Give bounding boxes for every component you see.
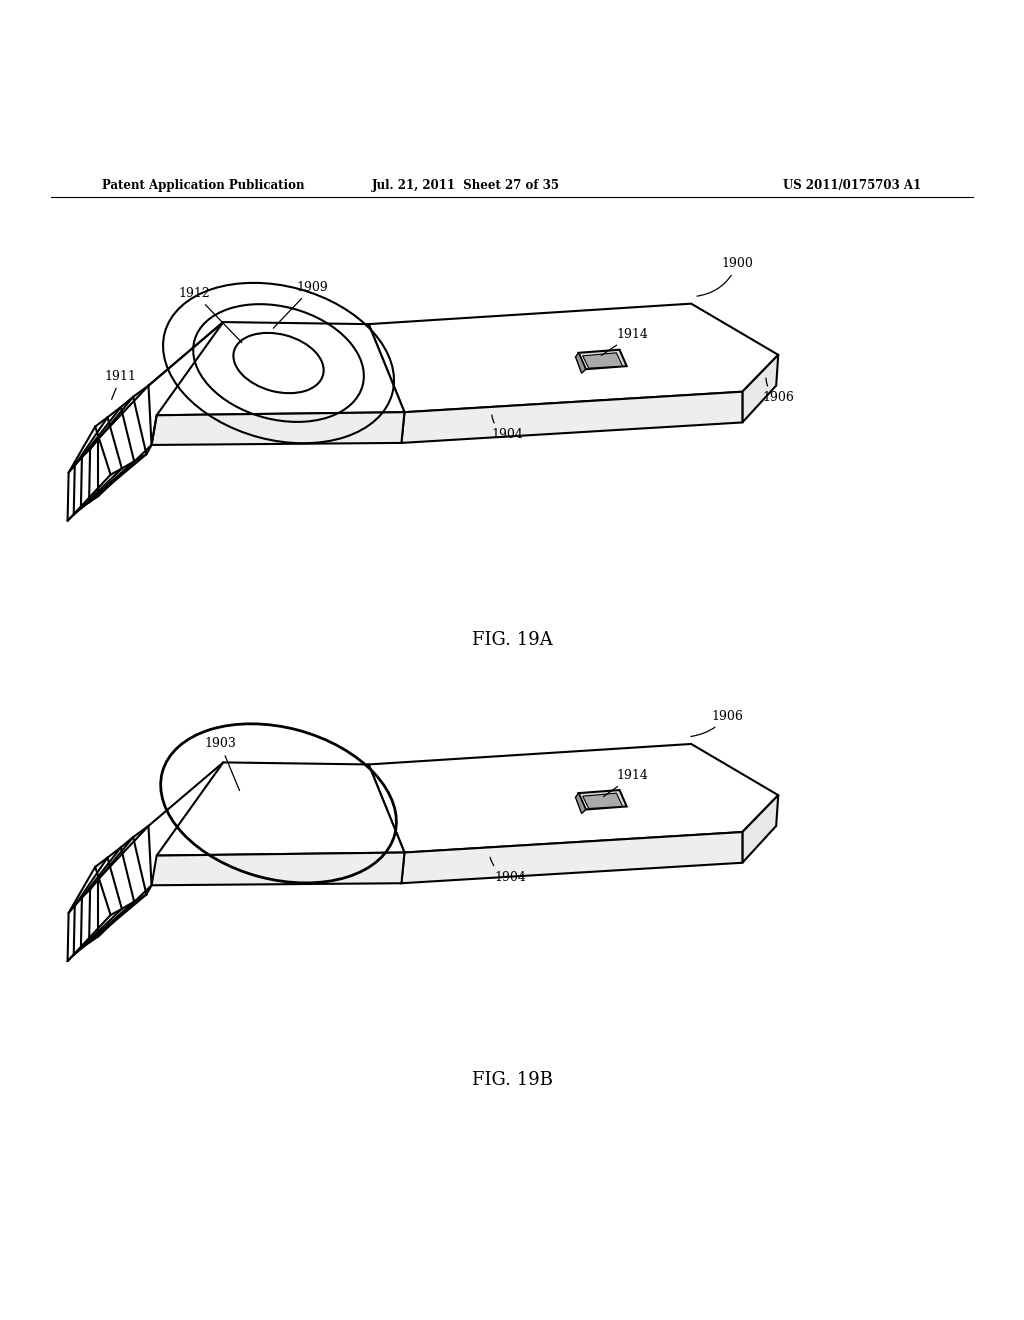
Text: 1911: 1911 [104, 370, 137, 400]
Polygon shape [742, 795, 778, 863]
Polygon shape [579, 350, 627, 370]
Text: 1903: 1903 [204, 738, 240, 791]
Polygon shape [583, 793, 623, 808]
Text: 1914: 1914 [601, 327, 649, 355]
Text: 1909: 1909 [273, 281, 329, 329]
Polygon shape [575, 352, 586, 374]
Polygon shape [369, 304, 778, 412]
Text: Patent Application Publication: Patent Application Publication [102, 180, 305, 193]
Text: FIG. 19B: FIG. 19B [471, 1071, 553, 1089]
Polygon shape [157, 322, 404, 416]
Polygon shape [742, 355, 778, 422]
Text: Jul. 21, 2011  Sheet 27 of 35: Jul. 21, 2011 Sheet 27 of 35 [372, 180, 560, 193]
Polygon shape [152, 853, 404, 886]
Text: FIG. 19A: FIG. 19A [472, 631, 552, 648]
Text: 1904: 1904 [490, 857, 526, 883]
Text: 1912: 1912 [178, 286, 242, 343]
Polygon shape [583, 352, 623, 368]
Text: 1906: 1906 [691, 710, 743, 737]
Polygon shape [401, 392, 742, 444]
Text: 1904: 1904 [490, 414, 523, 441]
Polygon shape [369, 744, 778, 853]
Polygon shape [401, 832, 742, 883]
Polygon shape [152, 412, 404, 445]
Text: 1914: 1914 [603, 770, 649, 797]
Text: US 2011/0175703 A1: US 2011/0175703 A1 [783, 180, 922, 193]
Polygon shape [579, 791, 627, 809]
Polygon shape [575, 793, 586, 813]
Text: 1906: 1906 [762, 378, 795, 404]
Text: 1900: 1900 [697, 257, 754, 296]
Polygon shape [157, 763, 404, 855]
